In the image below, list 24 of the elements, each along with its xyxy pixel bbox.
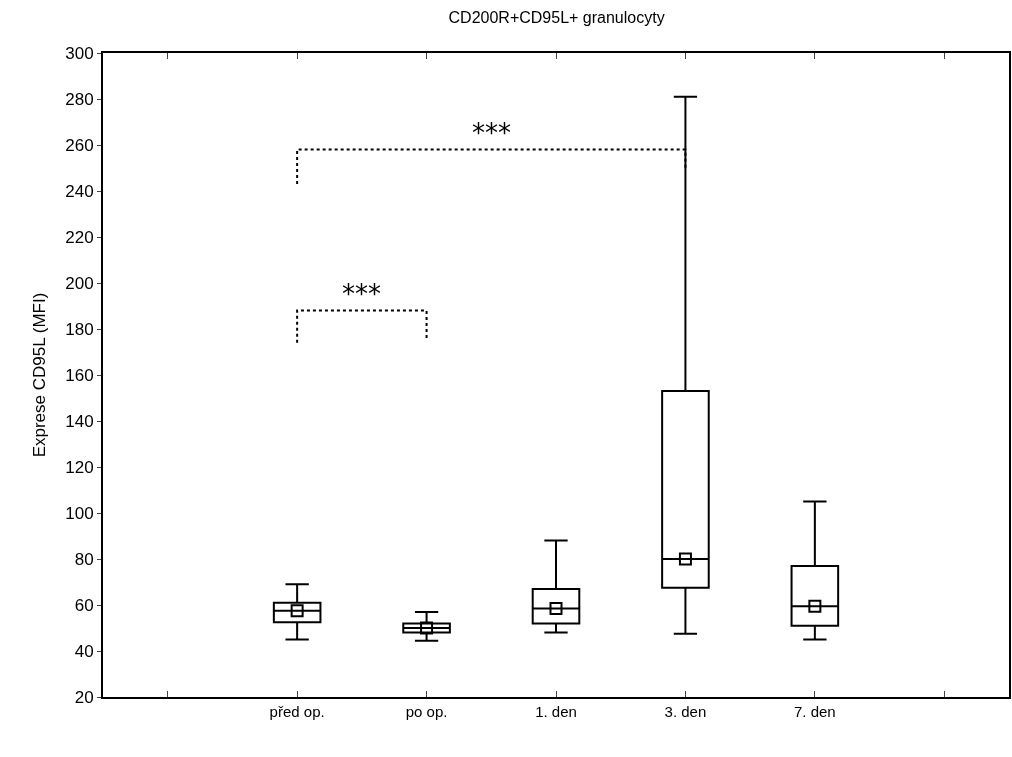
- x-tick-label: po op.: [405, 703, 448, 720]
- x-tick-label: 1. den: [535, 703, 577, 720]
- annotation: ***: [472, 118, 511, 148]
- y-tick-label: 60: [74, 595, 94, 615]
- y-tick-label: 20: [74, 687, 94, 707]
- y-tick-label: 100: [65, 503, 94, 523]
- y-tick-label: 300: [65, 43, 94, 63]
- y-tick-label: 40: [74, 641, 94, 661]
- x-tick-label: před op.: [269, 703, 325, 720]
- y-tick-label: 140: [65, 411, 94, 431]
- x-tick-label: 3. den: [664, 703, 707, 720]
- y-tick-label: 260: [65, 135, 94, 155]
- y-axis-title: Exprese CD95L (MFI): [30, 292, 50, 458]
- chart-title: CD200R+CD95L+ granulocyty: [448, 8, 665, 26]
- y-tick-label: 180: [65, 319, 94, 339]
- annotation: ***: [342, 279, 381, 309]
- y-tick-label: 160: [65, 365, 94, 385]
- y-tick-label: 200: [65, 273, 94, 293]
- y-tick-label: 280: [65, 89, 94, 109]
- y-tick-label: 240: [65, 181, 94, 201]
- x-tick-label: 7. den: [794, 703, 836, 720]
- y-tick-label: 80: [74, 549, 94, 569]
- y-tick-label: 120: [65, 457, 94, 477]
- y-tick-label: 220: [65, 227, 94, 247]
